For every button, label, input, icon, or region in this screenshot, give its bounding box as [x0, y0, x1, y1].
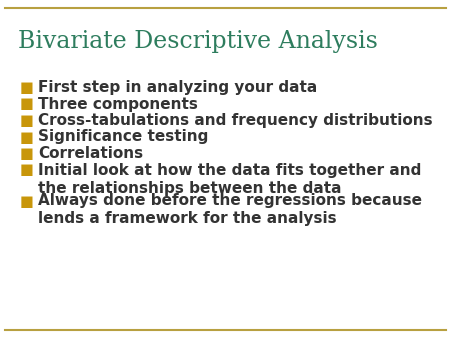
- Text: ■: ■: [20, 113, 34, 128]
- Text: ■: ■: [20, 129, 34, 145]
- Text: Initial look at how the data fits together and
the relationships between the dat: Initial look at how the data fits togeth…: [38, 163, 421, 195]
- Text: Correlations: Correlations: [38, 146, 143, 161]
- Text: ■: ■: [20, 146, 34, 161]
- Text: ■: ■: [20, 97, 34, 112]
- Text: First step in analyzing your data: First step in analyzing your data: [38, 80, 317, 95]
- Text: Three components: Three components: [38, 97, 198, 112]
- Text: ■: ■: [20, 163, 34, 177]
- Text: Bivariate Descriptive Analysis: Bivariate Descriptive Analysis: [18, 30, 378, 53]
- Text: Always done before the regressions because
lends a framework for the analysis: Always done before the regressions becau…: [38, 193, 422, 226]
- Text: ■: ■: [20, 80, 34, 95]
- Text: Significance testing: Significance testing: [38, 129, 208, 145]
- Text: ■: ■: [20, 193, 34, 209]
- Text: Cross-tabulations and frequency distributions: Cross-tabulations and frequency distribu…: [38, 113, 432, 128]
